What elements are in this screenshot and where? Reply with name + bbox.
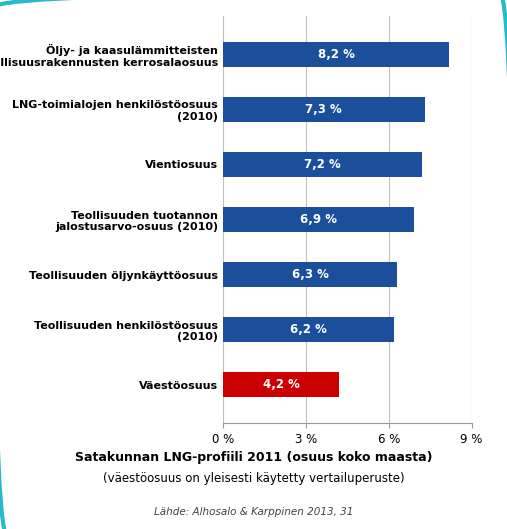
- Bar: [223, 207, 414, 232]
- Text: 6,3 %: 6,3 %: [292, 268, 329, 281]
- Text: 7,3 %: 7,3 %: [305, 103, 342, 116]
- Text: 6,9 %: 6,9 %: [300, 213, 337, 226]
- Bar: [223, 97, 424, 122]
- Bar: [223, 262, 397, 287]
- Text: 6,2 %: 6,2 %: [290, 323, 327, 336]
- Text: Lähde: Alhosalo & Karppinen 2013, 31: Lähde: Alhosalo & Karppinen 2013, 31: [154, 507, 353, 517]
- Text: 4,2 %: 4,2 %: [263, 378, 300, 391]
- Text: 8,2 %: 8,2 %: [318, 48, 355, 61]
- Bar: [223, 152, 422, 177]
- Bar: [223, 42, 449, 67]
- Text: 7,2 %: 7,2 %: [304, 158, 341, 171]
- Text: (väestöosuus on yleisesti käytetty vertailuperuste): (väestöosuus on yleisesti käytetty verta…: [103, 472, 404, 485]
- Bar: [223, 372, 339, 397]
- Text: Satakunnan LNG-profiili 2011 (osuus koko maasta): Satakunnan LNG-profiili 2011 (osuus koko…: [75, 451, 432, 464]
- Bar: [223, 317, 394, 342]
